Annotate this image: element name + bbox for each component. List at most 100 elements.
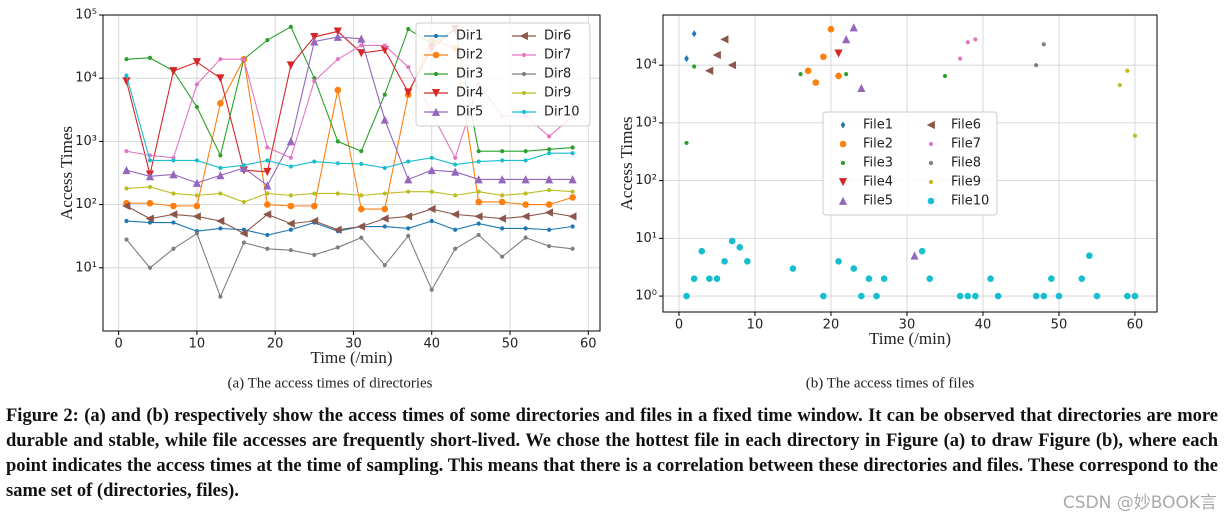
marker [264, 201, 271, 208]
marker [849, 23, 858, 32]
y-tick-label: 10¹ [635, 231, 657, 246]
marker [1093, 292, 1101, 300]
marker [570, 246, 575, 251]
marker [865, 275, 873, 283]
marker [683, 292, 690, 300]
marker [404, 88, 413, 97]
marker [169, 170, 178, 179]
marker [265, 145, 270, 150]
marker [834, 49, 843, 58]
marker [406, 64, 411, 70]
legend-label: File2 [863, 137, 893, 152]
marker [1048, 275, 1055, 283]
marker [476, 159, 481, 164]
series-line [126, 186, 573, 203]
marker [500, 226, 505, 231]
marker [523, 226, 528, 231]
marker [357, 222, 366, 231]
legend-label: File7 [951, 137, 981, 152]
y-tick-label: 10² [75, 197, 97, 212]
legend-label: File1 [863, 118, 893, 133]
marker [690, 275, 698, 283]
y-tick-label: 10⁰ [635, 289, 657, 304]
marker [263, 181, 272, 190]
marker [789, 265, 797, 272]
marker [359, 161, 364, 167]
marker [169, 210, 178, 219]
marker [288, 227, 293, 232]
marker [192, 58, 202, 67]
marker [333, 32, 342, 41]
marker [406, 159, 411, 164]
marker [335, 245, 340, 250]
watermark: CSDN @妙BOOK言 [1062, 493, 1217, 513]
marker [335, 57, 340, 62]
marker [194, 231, 200, 236]
y-tick-label: 10³ [635, 115, 657, 130]
legend-marker [431, 89, 441, 98]
series-line [125, 75, 573, 169]
marker [728, 237, 736, 245]
marker [523, 235, 528, 240]
marker [171, 246, 176, 251]
marker [450, 210, 460, 219]
marker [1117, 83, 1122, 88]
marker [698, 247, 706, 255]
marker [545, 175, 554, 184]
marker [964, 292, 972, 300]
legend-label: File4 [863, 175, 893, 190]
subcaption: (a) The access times of directories [227, 375, 432, 391]
legend-label: File5 [863, 194, 893, 209]
legend-label: Dir6 [544, 29, 571, 44]
legend-marker [521, 90, 527, 96]
x-tick-label: 10 [189, 337, 206, 352]
legend-marker [926, 120, 935, 130]
marker [288, 164, 293, 169]
legend-marker [839, 140, 847, 148]
marker [335, 191, 340, 196]
x-tick-label: 20 [267, 337, 284, 352]
marker [241, 57, 246, 62]
marker [429, 189, 434, 194]
marker [429, 155, 434, 160]
marker [406, 233, 411, 238]
marker [145, 214, 154, 223]
legend-label: Dir9 [544, 86, 571, 101]
marker [547, 134, 552, 139]
marker [194, 104, 200, 110]
marker [820, 53, 827, 61]
marker [382, 191, 387, 196]
marker [476, 232, 481, 238]
marker [382, 224, 387, 229]
marker [1040, 292, 1048, 300]
legend-marker [432, 51, 440, 59]
legend-label: File10 [951, 194, 989, 209]
series-line [126, 39, 573, 210]
marker [453, 246, 458, 251]
legend-marker [840, 160, 846, 166]
marker [523, 158, 528, 163]
marker [476, 189, 481, 194]
x-tick-label: 0 [115, 337, 123, 352]
marker [453, 155, 458, 160]
legend-label: Dir3 [456, 67, 483, 82]
marker [310, 216, 319, 226]
marker [380, 115, 389, 124]
marker [547, 244, 552, 249]
marker [545, 201, 553, 208]
marker [812, 79, 820, 86]
marker [312, 252, 317, 257]
marker [873, 292, 880, 300]
legend-label: Dir10 [544, 105, 580, 120]
marker [476, 149, 481, 154]
marker [547, 187, 552, 193]
marker [218, 294, 223, 299]
marker [406, 226, 411, 231]
legend-marker [838, 196, 848, 205]
marker [333, 27, 342, 36]
legend-label: Dir2 [456, 48, 483, 63]
marker [334, 86, 342, 94]
marker [404, 175, 413, 184]
marker [357, 34, 366, 43]
